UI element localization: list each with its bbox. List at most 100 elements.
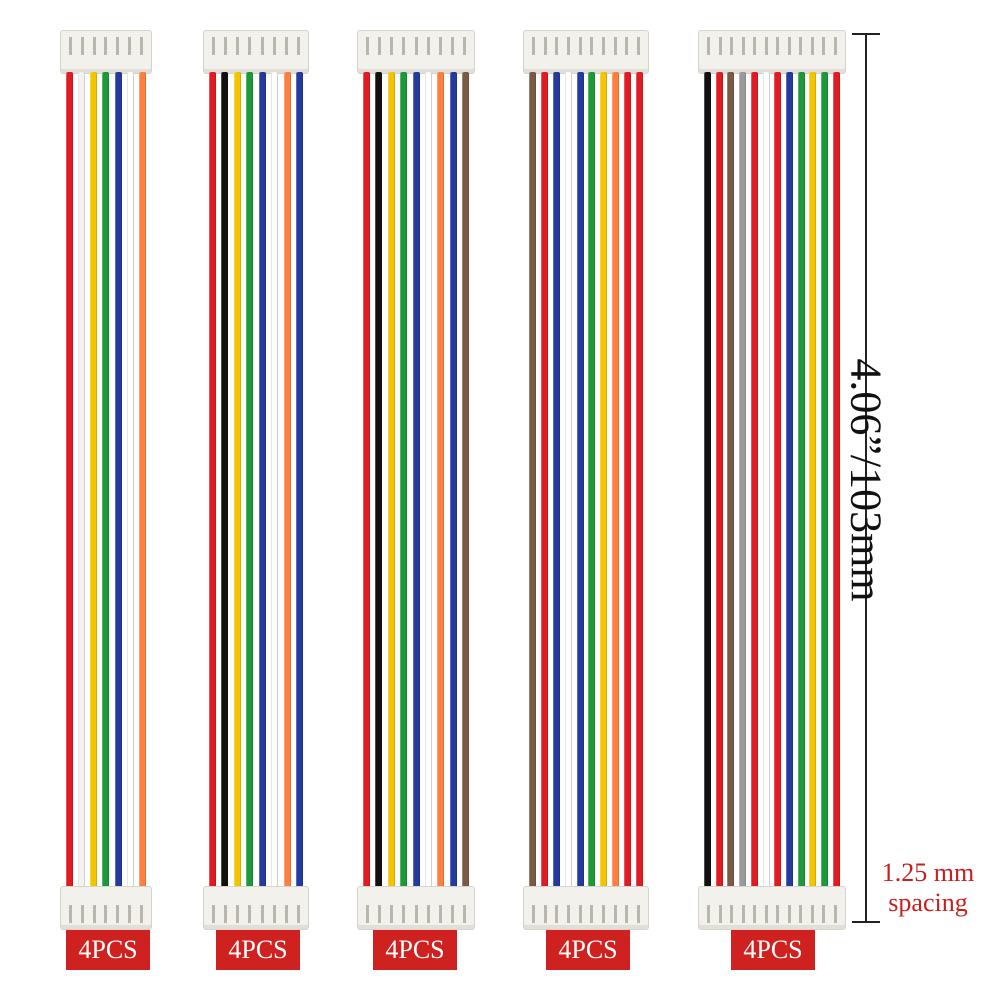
connector-pin <box>236 37 240 55</box>
connector-pin <box>613 905 617 923</box>
connector-pin <box>272 37 276 55</box>
wire <box>462 72 469 888</box>
connector-pins <box>707 905 837 923</box>
connector-pin <box>753 37 757 55</box>
wire <box>375 72 383 888</box>
wire <box>576 72 584 888</box>
wire <box>437 72 445 888</box>
connector-pin <box>787 37 791 55</box>
cable-10pin <box>523 30 649 930</box>
connector-pin <box>532 37 535 55</box>
connector-bottom <box>60 886 152 930</box>
connector-pin <box>566 37 570 55</box>
connector-pin <box>248 37 252 55</box>
connector-pin <box>833 905 837 923</box>
connector-pin <box>764 37 768 55</box>
wire <box>588 72 596 888</box>
connector-pin <box>248 905 252 923</box>
dimension-line <box>865 34 867 922</box>
connector-pin <box>718 905 722 923</box>
connector-pin <box>284 905 288 923</box>
connector-pin <box>296 905 300 923</box>
wire-bundle <box>704 72 840 888</box>
connector-pins <box>532 905 640 923</box>
wire <box>750 72 758 888</box>
wire <box>363 72 370 888</box>
wire <box>126 72 134 888</box>
connector-pin <box>810 37 814 55</box>
quantity-badge: 4PCS <box>66 930 150 970</box>
wire <box>786 72 794 888</box>
connector-pin <box>212 905 215 923</box>
wire <box>809 72 817 888</box>
connector-pin <box>390 905 394 923</box>
connector-pin <box>543 37 547 55</box>
connector-pin <box>116 905 120 923</box>
connector-pins <box>707 37 837 55</box>
connector-pin <box>426 37 430 55</box>
pitch-word: spacing <box>888 888 968 917</box>
connector-pin <box>128 905 132 923</box>
connector-pin <box>426 905 430 923</box>
wire <box>400 72 408 888</box>
wire <box>821 72 829 888</box>
connector-pin <box>741 905 745 923</box>
connector-pin <box>590 905 594 923</box>
connector-pin <box>601 37 605 55</box>
connector-pin <box>532 905 535 923</box>
connector-pin <box>799 905 803 923</box>
connector-pins <box>69 905 143 923</box>
connector-top <box>698 30 846 74</box>
connector-pin <box>69 37 72 55</box>
connector-pin <box>625 37 629 55</box>
connector-pin <box>543 905 547 923</box>
connector-pin <box>366 905 369 923</box>
connector-pin <box>566 905 570 923</box>
wire <box>138 72 146 888</box>
connector-pin <box>378 905 382 923</box>
connector-pin <box>578 905 582 923</box>
connector-pin <box>402 905 406 923</box>
wire <box>624 72 631 888</box>
wire <box>209 72 216 888</box>
connector-pin <box>810 905 814 923</box>
connector-pin <box>833 37 837 55</box>
connector-pin <box>104 37 108 55</box>
connector-pin <box>590 37 594 55</box>
wire <box>424 72 432 888</box>
connector-pins <box>532 37 640 55</box>
wire <box>387 72 395 888</box>
connector-pin <box>104 905 108 923</box>
connector-pin <box>822 37 826 55</box>
connector-pin <box>463 37 466 55</box>
wire <box>715 72 723 888</box>
length-label: 4.06”/103mm <box>841 358 891 602</box>
connector-pin <box>139 905 143 923</box>
wire <box>552 72 560 888</box>
wire <box>90 72 98 888</box>
connector-pins <box>212 37 300 55</box>
connector-pin <box>260 37 264 55</box>
wire <box>102 72 110 888</box>
connector-pin <box>92 905 96 923</box>
connector-pin <box>625 905 629 923</box>
connector-pin <box>822 905 826 923</box>
pitch-value: 1.25 mm <box>881 858 975 887</box>
connector-pin <box>212 37 215 55</box>
wire <box>412 72 420 888</box>
connector-pin <box>799 37 803 55</box>
wire <box>540 72 548 888</box>
connector-pin <box>92 37 96 55</box>
quantity-badge: 4PCS <box>216 930 300 970</box>
connector-pin <box>139 37 143 55</box>
connector-pin <box>236 905 240 923</box>
connector-pin <box>224 37 228 55</box>
quantity-badge: 4PCS <box>546 930 630 970</box>
connector-pin <box>601 905 605 923</box>
connector-pin <box>366 37 369 55</box>
connector-pins <box>212 905 300 923</box>
connector-pin <box>80 905 84 923</box>
quantity-badge: 4PCS <box>731 930 815 970</box>
connector-top <box>357 30 475 74</box>
connector-pin <box>450 37 454 55</box>
